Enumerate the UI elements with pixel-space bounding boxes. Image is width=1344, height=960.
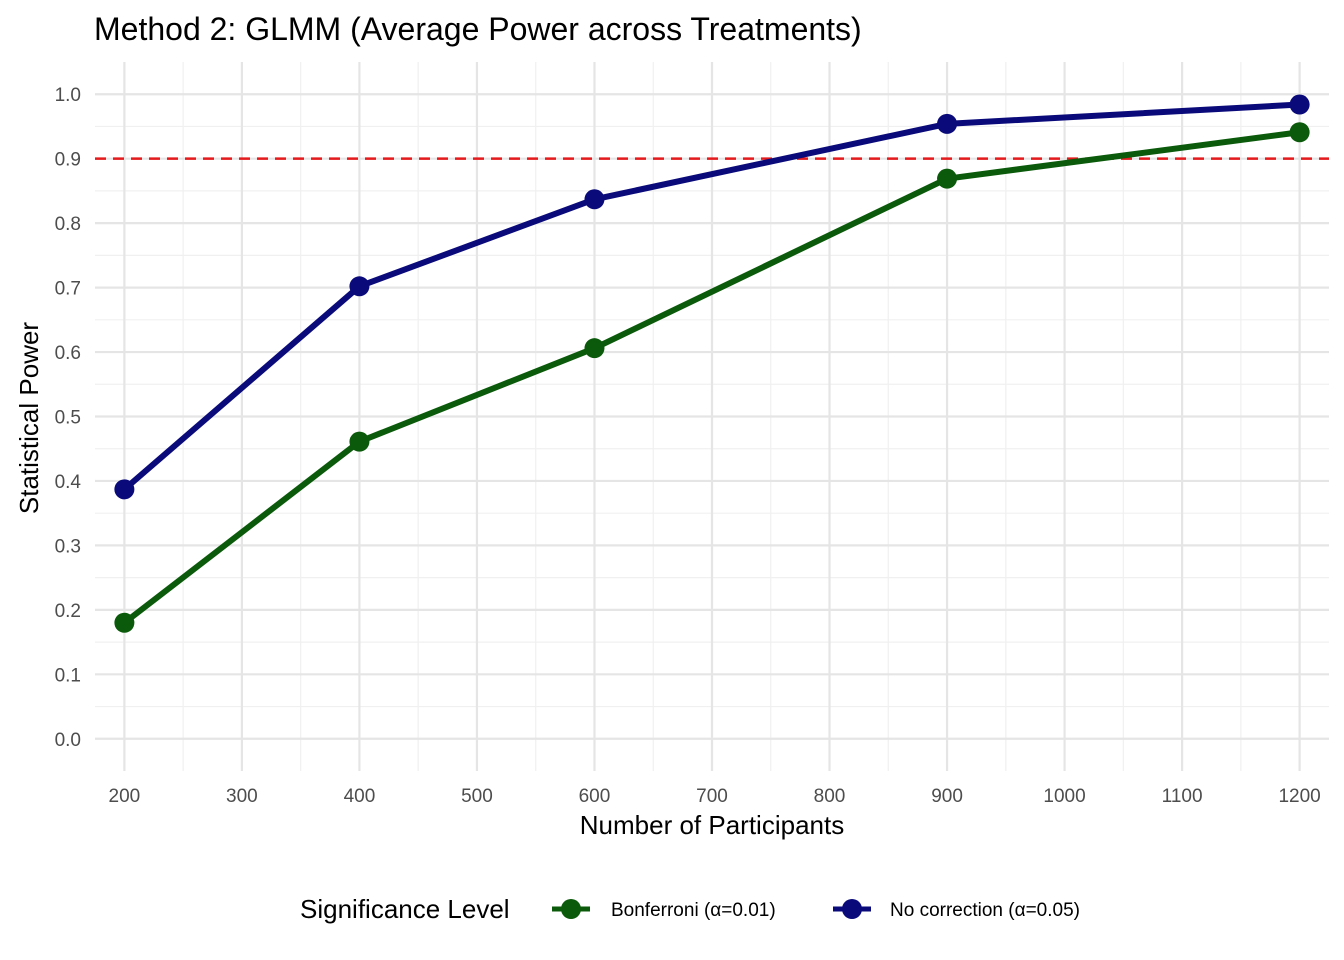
series-layer xyxy=(114,94,1310,633)
y-tick-labels: 0.0 0.1 0.2 0.3 0.4 0.5 0.6 0.7 0.8 0.9 1.0 xyxy=(55,85,82,751)
data-point xyxy=(584,189,605,210)
x-tick-label: 300 xyxy=(226,786,258,807)
x-tick-label: 700 xyxy=(696,786,728,807)
data-point xyxy=(114,612,135,633)
y-tick-label: 0.9 xyxy=(55,150,81,171)
data-point xyxy=(1289,122,1310,143)
x-tick-label: 800 xyxy=(814,786,846,807)
x-tick-label: 1100 xyxy=(1162,786,1203,807)
legend-key-marker-no-correction xyxy=(842,899,862,919)
y-tick-label: 0.2 xyxy=(55,601,81,622)
legend: Significance Level Bonferroni (α=0.01) N… xyxy=(300,894,1080,924)
data-point xyxy=(584,338,605,359)
series-1 xyxy=(114,94,1310,500)
legend-item-bonferroni: Bonferroni (α=0.01) xyxy=(552,899,776,921)
x-tick-label: 900 xyxy=(931,786,963,807)
chart-title: Method 2: GLMM (Average Power across Tre… xyxy=(94,11,862,47)
data-point xyxy=(937,168,958,189)
x-tick-label: 1000 xyxy=(1043,786,1085,807)
y-tick-label: 0.0 xyxy=(55,730,81,751)
y-tick-label: 0.1 xyxy=(55,665,81,686)
x-tick-label: 600 xyxy=(579,786,611,807)
x-tick-label: 200 xyxy=(109,786,141,807)
legend-key-marker-bonferroni xyxy=(561,899,581,919)
x-tick-label: 1200 xyxy=(1278,786,1320,807)
data-point xyxy=(349,431,370,452)
x-tick-label: 500 xyxy=(461,786,493,807)
y-tick-label: 0.6 xyxy=(55,343,81,364)
data-point xyxy=(1289,94,1310,115)
x-tick-labels: 200 300 400 500 600 700 800 900 1000 1100 1200 xyxy=(109,786,1321,807)
legend-label-no-correction: No correction (α=0.05) xyxy=(890,900,1080,921)
y-axis-title: Statistical Power xyxy=(14,322,44,515)
y-tick-label: 0.8 xyxy=(55,214,81,235)
legend-label-bonferroni: Bonferroni (α=0.01) xyxy=(611,900,776,921)
x-tick-label: 400 xyxy=(344,786,376,807)
series-0 xyxy=(114,122,1310,633)
data-point xyxy=(349,276,370,297)
x-axis-title: Number of Participants xyxy=(580,810,844,840)
y-tick-label: 0.4 xyxy=(55,472,82,493)
data-point xyxy=(937,113,958,134)
y-tick-label: 1.0 xyxy=(55,85,81,106)
y-tick-label: 0.5 xyxy=(55,408,81,429)
data-point xyxy=(114,479,135,500)
legend-title: Significance Level xyxy=(300,894,510,924)
y-tick-label: 0.3 xyxy=(55,536,81,557)
y-tick-label: 0.7 xyxy=(55,279,81,300)
legend-item-no-correction: No correction (α=0.05) xyxy=(833,899,1080,921)
